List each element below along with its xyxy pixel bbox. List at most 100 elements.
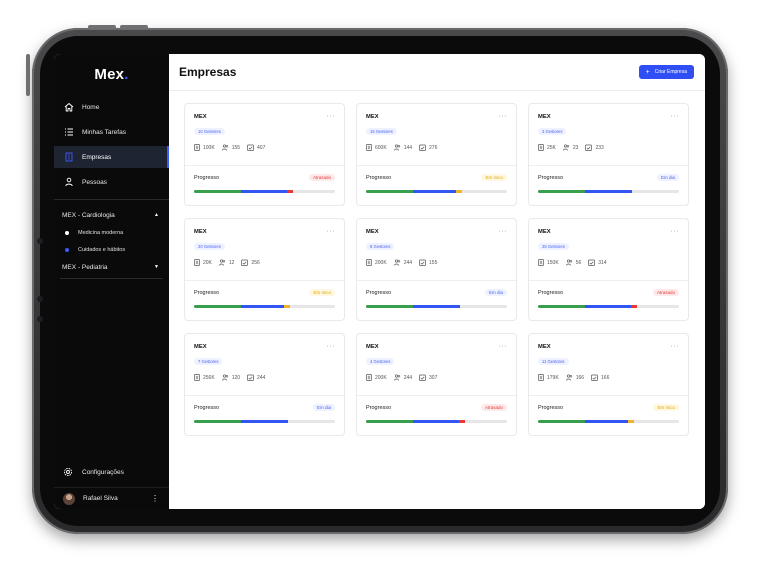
group-cardiologia[interactable]: MEX - Cardiologia ▲ bbox=[54, 206, 169, 224]
users-icon bbox=[393, 259, 400, 266]
more-horizontal-icon[interactable]: ··· bbox=[326, 228, 335, 235]
progress-segment-green bbox=[366, 305, 413, 308]
company-card[interactable]: MEX ··· 3 Gestores 25K 23 233 bbox=[528, 103, 689, 206]
progress-header: Progresso Atrasado bbox=[194, 174, 335, 181]
status-badge: Em dia bbox=[312, 404, 335, 411]
power-button bbox=[120, 25, 148, 29]
users-icon bbox=[563, 144, 570, 151]
status-badge: Atrasado bbox=[652, 289, 679, 296]
more-horizontal-icon[interactable]: ··· bbox=[498, 343, 507, 350]
settings-item[interactable]: Configurações bbox=[54, 461, 169, 483]
progress-header: Progresso Atrasado bbox=[538, 289, 679, 296]
progress-segment-status bbox=[456, 190, 462, 193]
company-name: MEX bbox=[194, 228, 207, 235]
progress-label: Progresso bbox=[538, 289, 564, 296]
company-card[interactable]: MEX ··· 10 Gestores 100K 155 407 bbox=[184, 103, 345, 206]
logo[interactable]: Mex. bbox=[94, 66, 129, 83]
card-stats: 200K 244 155 bbox=[366, 259, 507, 266]
more-horizontal-icon[interactable]: ··· bbox=[326, 343, 335, 350]
calendar-check-icon bbox=[419, 374, 426, 381]
card-top: MEX ··· 15 Gestores 600K 144 276 bbox=[357, 104, 516, 166]
progress-segment-green bbox=[538, 305, 585, 308]
more-horizontal-icon[interactable]: ··· bbox=[326, 113, 335, 120]
more-horizontal-icon[interactable]: ··· bbox=[670, 343, 679, 350]
budget-stat: 200K bbox=[366, 374, 387, 381]
people-stat: 23 bbox=[563, 144, 578, 151]
status-badge: Em risco bbox=[481, 174, 507, 181]
company-card[interactable]: MEX ··· 20 Gestores 20K 12 256 bbox=[184, 218, 345, 321]
sidebar-item-pessoas[interactable]: Pessoas bbox=[54, 171, 169, 193]
calendar-check-icon bbox=[247, 374, 254, 381]
progress-segment-status bbox=[459, 420, 465, 423]
more-horizontal-icon[interactable]: ··· bbox=[498, 113, 507, 120]
calendar-check-icon bbox=[585, 144, 593, 151]
tasks-stat: 276 bbox=[419, 144, 437, 151]
more-horizontal-icon[interactable]: ··· bbox=[670, 228, 679, 235]
budget-stat: 200K bbox=[366, 259, 387, 266]
tasks-stat: 244 bbox=[247, 374, 265, 381]
sidebar-item-empresas[interactable]: Empresas bbox=[54, 146, 169, 168]
progress-segment-green bbox=[194, 420, 241, 423]
calendar-check-icon bbox=[241, 259, 249, 266]
budget-value: 100K bbox=[203, 144, 215, 151]
people-value: 155 bbox=[231, 144, 241, 151]
tasks-stat: 307 bbox=[419, 374, 437, 381]
money-icon bbox=[366, 144, 372, 151]
company-card[interactable]: MEX ··· 4 Gestores 200K 244 307 bbox=[356, 333, 517, 436]
company-card[interactable]: MEX ··· 7 Gestores 256K 120 244 bbox=[184, 333, 345, 436]
card-stats: 256K 120 244 bbox=[194, 374, 335, 381]
budget-value: 200K bbox=[375, 259, 387, 266]
company-card[interactable]: MEX ··· 25 Gestores 150K 56 314 bbox=[528, 218, 689, 321]
card-header: MEX ··· bbox=[366, 343, 507, 350]
group-pediatria[interactable]: MEX - Pediatria ▼ bbox=[54, 258, 169, 276]
tasks-stat: 314 bbox=[588, 259, 607, 266]
progress-header: Progresso Em dia bbox=[194, 404, 335, 411]
more-vertical-icon[interactable]: ⋮ bbox=[151, 493, 159, 503]
company-card[interactable]: MEX ··· 15 Gestores 600K 144 276 bbox=[356, 103, 517, 206]
budget-stat: 600K bbox=[366, 144, 387, 151]
more-horizontal-icon[interactable]: ··· bbox=[670, 113, 679, 120]
budget-stat: 25K bbox=[538, 144, 556, 151]
card-bottom: Progresso Em risco bbox=[529, 396, 688, 423]
budget-value: 25K bbox=[547, 144, 556, 151]
sidebar-item-tasks[interactable]: Minhas Tarefas bbox=[54, 121, 169, 143]
create-company-button[interactable]: + Criar Empresa bbox=[638, 65, 694, 79]
progress-segment-status bbox=[287, 190, 293, 193]
app-screen: Mex. Home Minhas Tarefas Empresas bbox=[54, 54, 705, 509]
card-stats: 200K 244 307 bbox=[366, 374, 507, 381]
company-card[interactable]: MEX ··· 11 Gestores 179K 166 166 bbox=[528, 333, 689, 436]
sidebar-item-home[interactable]: Home bbox=[54, 96, 169, 118]
users-icon bbox=[565, 374, 572, 381]
progress-bar bbox=[366, 420, 507, 423]
calendar-check-icon bbox=[588, 259, 596, 266]
status-badge: Atrasado bbox=[480, 404, 507, 411]
budget-stat: 256K bbox=[194, 374, 215, 381]
tasks-value: 276 bbox=[429, 144, 438, 151]
tasks-stat: 166 bbox=[591, 374, 609, 381]
people-stat: 166 bbox=[565, 374, 584, 381]
progress-segment-blue bbox=[240, 420, 289, 423]
sidebar-item-label: Pessoas bbox=[82, 178, 107, 186]
company-name: MEX bbox=[366, 113, 379, 120]
progress-segment-green bbox=[194, 305, 241, 308]
money-icon bbox=[538, 144, 544, 151]
company-card[interactable]: MEX ··· 6 Gestores 200K 244 155 bbox=[356, 218, 517, 321]
users-icon bbox=[219, 259, 226, 266]
sidebar-subitem-medicina[interactable]: Medicina moderna bbox=[54, 224, 169, 241]
users-icon bbox=[393, 374, 400, 381]
budget-value: 179K bbox=[547, 374, 559, 381]
people-value: 56 bbox=[575, 259, 582, 266]
sidebar-subitem-cuidados[interactable]: Cuidados e hábitos bbox=[54, 241, 169, 258]
card-stats: 100K 155 407 bbox=[194, 144, 335, 151]
settings-label: Configurações bbox=[82, 468, 124, 476]
progress-label: Progresso bbox=[538, 404, 564, 411]
card-bottom: Progresso Em dia bbox=[185, 396, 344, 423]
money-icon bbox=[538, 259, 544, 266]
card-stats: 600K 144 276 bbox=[366, 144, 507, 151]
user-profile[interactable]: Rafael Silva ⋮ bbox=[54, 487, 169, 509]
progress-segment-status bbox=[631, 305, 637, 308]
more-horizontal-icon[interactable]: ··· bbox=[498, 228, 507, 235]
budget-stat: 150K bbox=[538, 259, 559, 266]
tasks-value: 244 bbox=[257, 374, 266, 381]
users-icon bbox=[221, 374, 228, 381]
